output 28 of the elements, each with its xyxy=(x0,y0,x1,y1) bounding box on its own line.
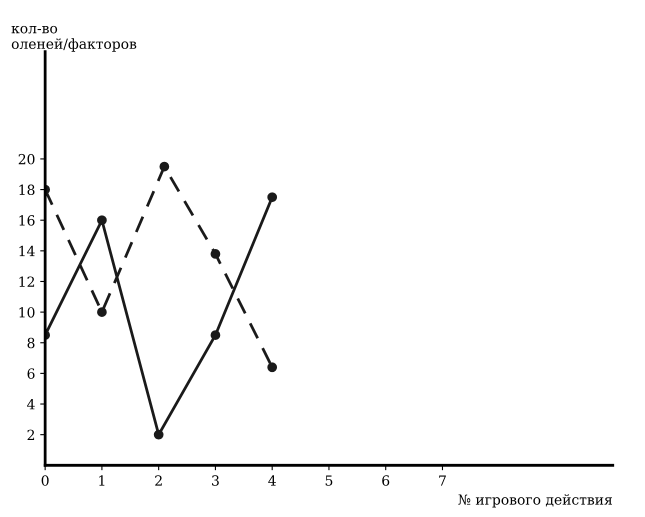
x-tick-label: 3 xyxy=(212,475,219,486)
x-tick-label: 1 xyxy=(99,475,104,486)
y-tick-label: 6 xyxy=(28,368,35,379)
x-tick-label: 5 xyxy=(326,475,332,486)
x-tick-label: 2 xyxy=(155,475,162,486)
y-tick-label: 16 xyxy=(19,215,35,226)
point xyxy=(159,162,170,172)
y-tick-label: 14 xyxy=(19,246,35,256)
y-tick-label: 8 xyxy=(28,338,34,348)
y-tick-label: 2 xyxy=(28,430,34,440)
y-axis-title: кол-во оленей/факторов xyxy=(12,26,136,52)
point xyxy=(97,307,107,317)
y-tick-label: 10 xyxy=(19,307,35,318)
y-tick-label: 18 xyxy=(19,184,34,196)
x-tick-label: 6 xyxy=(382,475,390,486)
point xyxy=(210,330,220,340)
x-tick-label: 4 xyxy=(268,475,276,486)
x-axis-title: № игрового действия xyxy=(458,494,612,508)
point xyxy=(154,430,164,440)
x-tick-label: 7 xyxy=(439,475,446,486)
y-tick-label: 20 xyxy=(18,154,35,164)
y-tick-label: 12 xyxy=(19,276,34,287)
point xyxy=(210,249,220,259)
y-tick-label: 4 xyxy=(27,398,35,410)
point xyxy=(267,362,278,372)
point xyxy=(267,192,278,202)
x-tick-label: 0 xyxy=(42,475,49,486)
point xyxy=(97,215,107,226)
